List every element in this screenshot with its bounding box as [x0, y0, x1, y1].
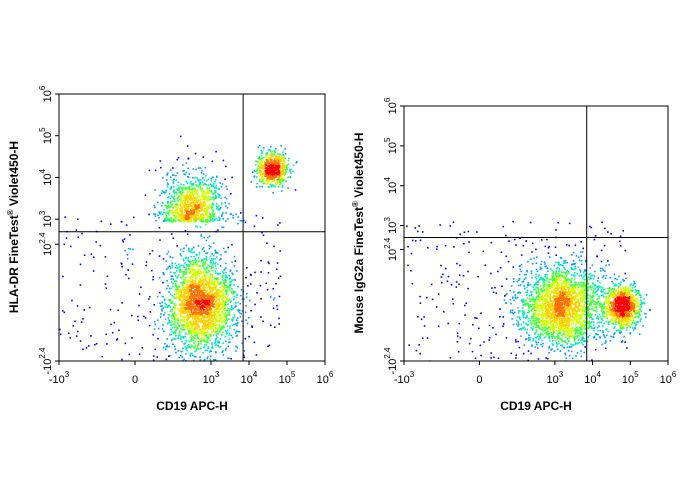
- x-tick-label: 0: [476, 374, 482, 386]
- event-dots: [59, 135, 298, 361]
- x-tick-label: 0: [132, 374, 138, 386]
- x-tick-label: 105: [622, 370, 639, 386]
- right-panel: -103 0 103 104 105 106 -102.4 102.4 103 104 105 106…: [351, 97, 677, 413]
- x-tick-label: -103: [49, 370, 70, 386]
- y-tick-label: 105: [38, 127, 54, 144]
- y-axis-label: HLA-DR FineTest® Violet450-H: [6, 141, 21, 313]
- y-tick-label: 104: [38, 169, 54, 186]
- y-tick-label: 106: [38, 85, 54, 102]
- y-tick-label: 102.4: [383, 237, 399, 261]
- y-tick-label: 102.4: [38, 232, 54, 256]
- y-tick-label: 105: [383, 137, 399, 154]
- x-tick-label: 106: [317, 370, 334, 386]
- y-tick-label: 106: [383, 97, 399, 114]
- x-tick-label: -103: [394, 370, 415, 386]
- x-axis-label: CD19 APC-H: [156, 399, 228, 413]
- y-tick-label: -102.4: [383, 347, 399, 375]
- x-tick-label: 104: [241, 370, 258, 386]
- left-panel: -103 0 103 104 105 106 -102.4 102.4 103 104 105 106…: [6, 85, 334, 413]
- y-tick-label: 103: [383, 217, 399, 234]
- y-tick-label: 104: [383, 177, 399, 194]
- y-axis-label: Mouse IgG2a FineTest® Violet450-H: [351, 133, 366, 334]
- event-dots: [406, 220, 651, 361]
- plot-frame: [58, 93, 326, 362]
- x-tick-label: 105: [279, 370, 296, 386]
- y-tick-label: -102.4: [38, 347, 54, 375]
- x-tick-label: 106: [660, 370, 677, 386]
- x-axis-label: CD19 APC-H: [500, 399, 572, 413]
- plot-frame: [403, 105, 669, 362]
- y-tick-label: 103: [38, 210, 54, 227]
- x-tick-label: 104: [584, 370, 601, 386]
- x-tick-label: 103: [547, 370, 564, 386]
- x-tick-label: 103: [203, 370, 220, 386]
